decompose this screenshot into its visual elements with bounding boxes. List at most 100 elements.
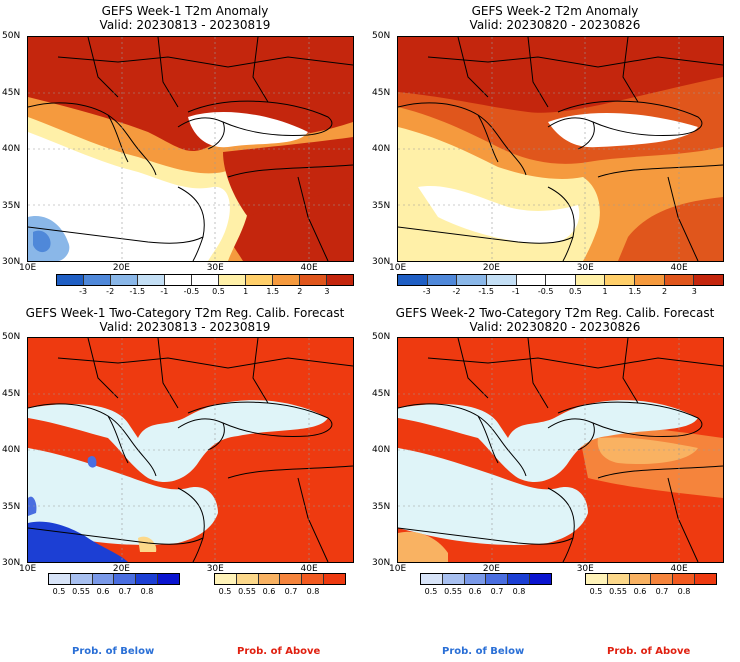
lat-label-week1-anomaly-3: 35N xyxy=(2,200,21,211)
lon-label-week2-probability-2: 30E xyxy=(576,564,594,574)
above-week1-swatch-2 xyxy=(258,574,281,584)
below-week1-tick-3: 0.7 xyxy=(118,587,132,596)
panel4-title: GEFS Week-2 Two-Category T2m Reg. Calib.… xyxy=(370,306,740,334)
lat-label-week1-anomaly-2: 40N xyxy=(2,144,21,154)
lat-label-week2-probability-4: 30N xyxy=(372,558,391,568)
below-week1-swatch-3 xyxy=(114,574,137,584)
above-week1-swatch-4 xyxy=(302,574,325,584)
below-week2-swatch-3 xyxy=(486,574,509,584)
above-week1-tick-2: 0.6 xyxy=(262,587,276,596)
above-week2-swatch-0 xyxy=(586,574,608,584)
map-week2-probability-svg xyxy=(398,338,723,562)
lon-label-week1-probability-3: 40E xyxy=(300,564,318,574)
anom-week1-swatch-10 xyxy=(327,275,353,285)
anom-week2-swatch-8 xyxy=(635,275,665,285)
panel1-title: GEFS Week-1 T2m Anomaly Valid: 20230813 … xyxy=(0,4,370,32)
above-week2-swatch-4 xyxy=(673,574,696,584)
lon-label-week1-anomaly-3: 40E xyxy=(300,263,318,273)
lat-label-week2-probability-2: 40N xyxy=(372,445,391,455)
lat-label-week1-probability-0: 50N xyxy=(2,332,21,342)
anom-week2-swatch-4 xyxy=(516,275,547,285)
lat-label-week2-anomaly-0: 50N xyxy=(372,31,391,41)
above-week2-tick-0: 0.5 xyxy=(589,587,603,596)
below-week2-tick-4: 0.8 xyxy=(512,587,526,596)
panel4-valid-text: Valid: 20230820 - 20230826 xyxy=(469,320,641,334)
anom-week2-tick-8: 2 xyxy=(661,287,668,296)
below-week1-swatch-1 xyxy=(70,574,93,584)
lat-label-week2-probability-3: 35N xyxy=(372,501,391,512)
anom-week2-tick-0: -3 xyxy=(422,287,431,296)
above-week1-swatch-1 xyxy=(236,574,259,584)
anom-week2-tick-7: 1.5 xyxy=(628,287,642,296)
lat-label-week2-anomaly-1: 45N xyxy=(372,87,391,98)
lat-label-week1-probability-1: 45N xyxy=(2,388,21,399)
below-week1-swatch-5 xyxy=(158,574,179,584)
anom-week1-tick-8: 2 xyxy=(297,287,303,296)
lon-label-week2-probability-1: 20E xyxy=(482,564,500,574)
prob-above-label-week2: Prob. of Above xyxy=(607,646,691,657)
lat-label-week1-probability-2: 40N xyxy=(2,445,21,455)
anom-week1-swatch-6 xyxy=(219,275,246,285)
lat-label-week2-probability-0: 50N xyxy=(372,332,391,342)
lat-label-week2-anomaly-3: 35N xyxy=(372,200,391,211)
anom-week2-swatch-1 xyxy=(427,275,458,285)
above-week1-swatch-3 xyxy=(280,574,303,584)
anom-week1-tick-9: 3 xyxy=(324,287,330,296)
below-week1-swatch-0 xyxy=(49,574,71,584)
above-week1-tick-3: 0.7 xyxy=(284,587,298,596)
below-week2-swatch-4 xyxy=(508,574,531,584)
lat-label-week1-anomaly-0: 50N xyxy=(2,31,21,41)
map-week2-anomaly-svg xyxy=(398,37,723,261)
above-week2-tick-3: 0.7 xyxy=(655,587,669,596)
lon-label-week2-anomaly-1: 20E xyxy=(482,263,500,273)
panel1-valid-text: Valid: 20230813 - 20230819 xyxy=(99,18,271,32)
lat-label-week1-probability-4: 30N xyxy=(2,558,21,568)
below-week2-swatch-5 xyxy=(530,574,551,584)
anom-week2-swatch-0 xyxy=(398,275,428,285)
above-week1-swatch-5 xyxy=(324,574,345,584)
anom-week2-tick-1: -2 xyxy=(452,287,461,296)
anom-week1-swatch-3 xyxy=(138,275,165,285)
lat-label-week1-probability-3: 35N xyxy=(2,501,21,512)
above-week1-tick-1: 0.55 xyxy=(238,587,256,596)
map-week2-probability xyxy=(397,337,724,563)
above-week2-swatch-2 xyxy=(629,574,652,584)
anom-week2-swatch-7 xyxy=(605,275,636,285)
above-week2-swatch-3 xyxy=(651,574,674,584)
above-week2-tick-4: 0.8 xyxy=(677,587,691,596)
above-week2-swatch-5 xyxy=(695,574,716,584)
below-week1-tick-4: 0.8 xyxy=(140,587,154,596)
anom-week1-swatch-1 xyxy=(84,275,111,285)
prob-above-label-week1: Prob. of Above xyxy=(237,646,321,657)
below-week2-tick-1: 0.55 xyxy=(444,587,462,596)
lon-label-week2-anomaly-0: 10E xyxy=(389,263,407,273)
panel2-title: GEFS Week-2 T2m Anomaly Valid: 20230820 … xyxy=(370,4,740,32)
lon-label-week2-anomaly-2: 30E xyxy=(576,263,594,273)
lon-label-week2-probability-0: 10E xyxy=(389,564,407,574)
anomaly-colorbar-week1 xyxy=(56,274,354,286)
panel3-valid-text: Valid: 20230813 - 20230819 xyxy=(99,320,271,334)
above-colorbar-week2 xyxy=(585,573,717,585)
above-week2-tick-1: 0.55 xyxy=(609,587,627,596)
anom-week1-swatch-2 xyxy=(111,275,138,285)
below-week1-tick-2: 0.6 xyxy=(96,587,110,596)
anom-week1-swatch-4 xyxy=(165,275,192,285)
below-colorbar-week1 xyxy=(48,573,180,585)
below-week2-swatch-1 xyxy=(442,574,465,584)
map-week1-probability xyxy=(27,337,354,563)
map-week2-anomaly xyxy=(397,36,724,262)
map-week1-probability-svg xyxy=(28,338,353,562)
above-week2-tick-2: 0.6 xyxy=(633,587,647,596)
lon-label-week1-probability-1: 20E xyxy=(112,564,130,574)
anom-week2-swatch-10 xyxy=(694,275,724,285)
lon-label-week1-probability-0: 10E xyxy=(19,564,37,574)
map-week1-anomaly-svg xyxy=(28,37,353,261)
lon-label-week1-anomaly-1: 20E xyxy=(112,263,130,273)
anom-week2-tick-3: -1 xyxy=(511,287,520,296)
lat-label-week2-anomaly-4: 30N xyxy=(372,257,391,267)
lat-label-week2-anomaly-2: 40N xyxy=(372,144,391,154)
panel4-title-text: GEFS Week-2 Two-Category T2m Reg. Calib.… xyxy=(395,306,715,320)
anom-week1-swatch-5 xyxy=(192,275,219,285)
anom-week2-swatch-5 xyxy=(546,275,576,285)
anomaly-colorbar-week2 xyxy=(397,274,724,286)
